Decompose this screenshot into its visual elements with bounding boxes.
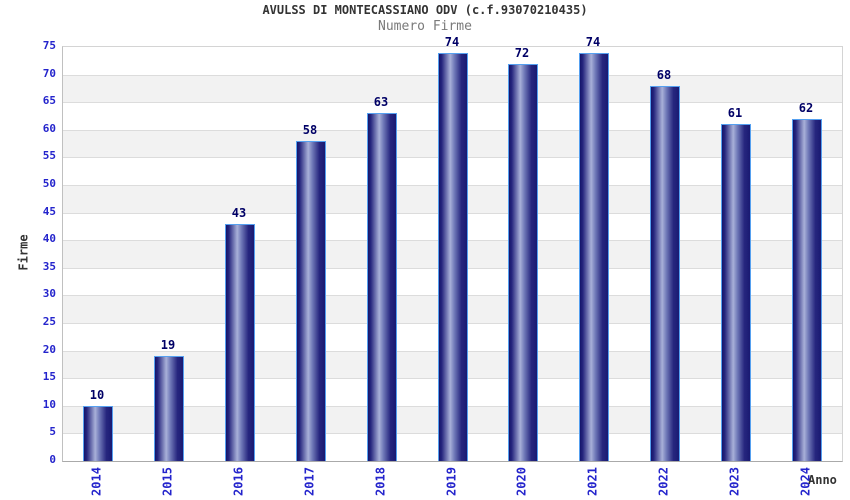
bar-2022	[650, 86, 680, 461]
x-axis-tick-label: 2016	[231, 467, 246, 496]
y-axis-tick-label: 45	[42, 205, 56, 218]
chart-title: AVULSS DI MONTECASSIANO ODV (c.f.9307021…	[262, 3, 588, 17]
bar-2017	[296, 141, 326, 461]
y-axis-tick-label: 40	[42, 232, 56, 245]
bar-value-label: 61	[727, 106, 743, 120]
bar-value-label: 74	[585, 35, 601, 49]
bar-value-label: 58	[302, 123, 318, 137]
bar-value-label: 63	[373, 95, 389, 109]
bar-2018	[367, 113, 397, 461]
bar-2016	[225, 224, 255, 461]
x-axis-tick-label: 2022	[656, 467, 671, 496]
bar-2014	[83, 406, 113, 461]
y-axis-tick-label: 15	[42, 370, 56, 383]
bar-2023	[721, 124, 751, 461]
y-axis-tick-label: 20	[42, 343, 56, 356]
y-axis-tick-label: 30	[42, 287, 56, 300]
bar-value-label: 10	[89, 388, 105, 402]
bar-value-label: 43	[231, 206, 247, 220]
x-axis-tick-label: 2021	[585, 467, 600, 496]
y-axis-tick-label: 65	[42, 94, 56, 107]
x-axis-tick-label: 2014	[89, 467, 104, 496]
bar-value-label: 72	[514, 46, 530, 60]
chart-subtitle: Numero Firme	[378, 19, 472, 34]
y-axis-tick-label: 50	[42, 177, 56, 190]
x-axis-tick-label: 2015	[160, 467, 175, 496]
bar-2015	[154, 356, 184, 461]
y-axis-tick-label: 60	[42, 122, 56, 135]
y-axis-tick-label: 55	[42, 149, 56, 162]
x-axis-tick-label: 2024	[798, 467, 813, 496]
bar-value-label: 19	[160, 338, 176, 352]
y-axis-tick-label: 10	[42, 398, 56, 411]
bar-2020	[508, 64, 538, 461]
y-axis-tick-label: 35	[42, 260, 56, 273]
bar-2021	[579, 53, 609, 461]
y-axis-tick-label: 75	[42, 39, 56, 52]
y-axis-tick-label: 25	[42, 315, 56, 328]
x-axis-tick-label: 2018	[373, 467, 388, 496]
x-axis-tick-label: 2019	[444, 467, 459, 496]
bar-value-label: 68	[656, 68, 672, 82]
x-axis-title: Anno	[808, 473, 837, 487]
x-axis-tick-label: 2020	[514, 467, 529, 496]
y-axis-tick-label: 70	[42, 67, 56, 80]
y-axis-tick-label: 5	[49, 425, 56, 438]
bar-value-label: 74	[444, 35, 460, 49]
x-axis-tick-label: 2017	[302, 467, 317, 496]
bar-2019	[438, 53, 468, 461]
bar-2024	[792, 119, 822, 461]
bar-value-label: 62	[798, 101, 814, 115]
y-axis-tick-label: 0	[49, 453, 56, 466]
x-axis-tick-label: 2023	[727, 467, 742, 496]
